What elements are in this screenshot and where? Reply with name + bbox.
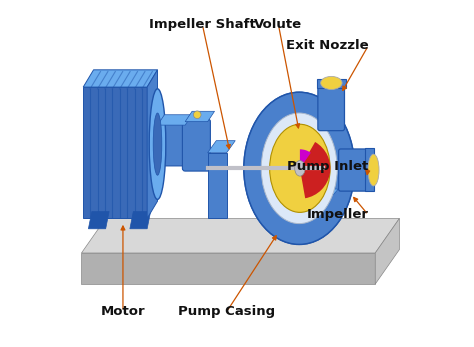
Ellipse shape xyxy=(261,113,337,223)
Text: Exit Nozzle: Exit Nozzle xyxy=(286,39,368,52)
FancyBboxPatch shape xyxy=(182,119,210,171)
Bar xyxy=(318,194,334,218)
Ellipse shape xyxy=(193,111,201,119)
Polygon shape xyxy=(273,193,293,198)
Bar xyxy=(273,198,289,222)
Ellipse shape xyxy=(320,76,342,90)
FancyBboxPatch shape xyxy=(155,122,188,166)
Text: Motor: Motor xyxy=(100,305,145,318)
Polygon shape xyxy=(208,153,227,218)
Polygon shape xyxy=(83,70,157,87)
Polygon shape xyxy=(88,212,109,229)
Polygon shape xyxy=(130,212,151,229)
Ellipse shape xyxy=(295,161,305,176)
Bar xyxy=(317,79,346,88)
Polygon shape xyxy=(83,87,147,218)
Polygon shape xyxy=(185,111,215,122)
Text: Pump Casing: Pump Casing xyxy=(178,305,275,318)
Polygon shape xyxy=(318,189,338,194)
Ellipse shape xyxy=(244,92,355,244)
Ellipse shape xyxy=(244,92,355,244)
Polygon shape xyxy=(82,218,400,253)
Polygon shape xyxy=(82,253,375,284)
Wedge shape xyxy=(300,149,311,168)
Text: Impeller: Impeller xyxy=(306,209,368,221)
FancyBboxPatch shape xyxy=(318,85,345,130)
Polygon shape xyxy=(157,115,192,125)
Bar xyxy=(365,148,374,192)
Wedge shape xyxy=(300,142,330,198)
Ellipse shape xyxy=(368,154,379,186)
Polygon shape xyxy=(147,70,157,218)
FancyBboxPatch shape xyxy=(338,149,369,191)
Text: Volute: Volute xyxy=(255,18,302,31)
Text: Pump Inlet: Pump Inlet xyxy=(287,160,368,173)
Text: Impeller Shaft: Impeller Shaft xyxy=(149,18,256,31)
Ellipse shape xyxy=(149,89,166,200)
Polygon shape xyxy=(375,218,400,284)
Polygon shape xyxy=(208,141,235,153)
Ellipse shape xyxy=(270,124,330,212)
Ellipse shape xyxy=(153,113,162,175)
